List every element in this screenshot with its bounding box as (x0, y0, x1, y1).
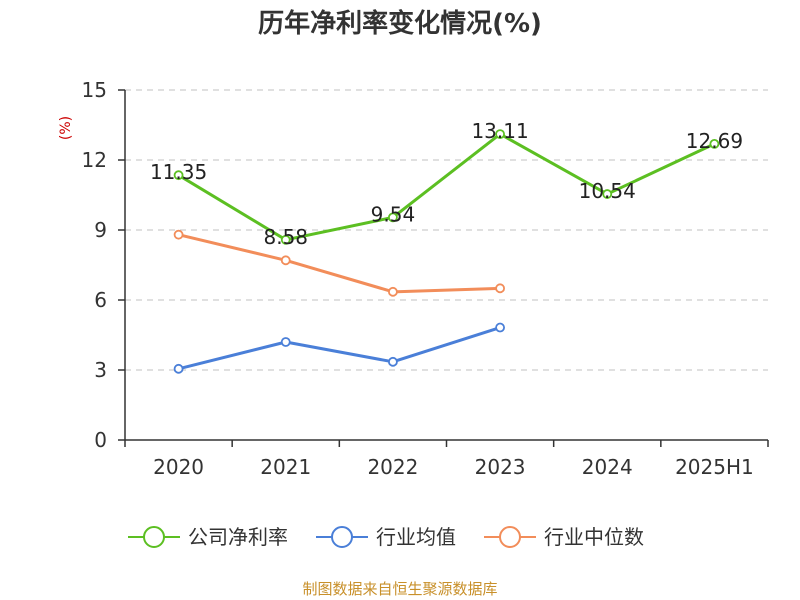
x-tick-label: 2025H1 (675, 455, 754, 479)
legend-item[interactable]: 行业中位数 (484, 525, 644, 549)
data-point (388, 356, 398, 367)
data-point (388, 286, 398, 297)
data-label: 13.11 (471, 119, 528, 143)
data-point (388, 212, 398, 223)
y-tick-label: 15 (82, 78, 107, 102)
data-point (495, 283, 505, 294)
y-tick-label: 6 (94, 288, 107, 312)
data-label: 11.35 (150, 160, 207, 184)
data-point (709, 138, 720, 149)
axes: 0 3 6 9 12 15 2020 2021 2022 2023 2024 2025H1 (82, 78, 769, 479)
legend-marker (499, 526, 521, 548)
y-tick-label: 3 (94, 358, 107, 382)
series-line (177, 132, 716, 242)
legend-item[interactable]: 公司净利率 (128, 525, 288, 549)
data-label: 10.54 (579, 179, 636, 203)
y-tick-label: 9 (94, 218, 107, 242)
series-line (178, 326, 501, 371)
series-lines (173, 129, 720, 374)
data-point (602, 189, 613, 199)
x-tick-label: 2020 (153, 455, 204, 479)
data-point (280, 255, 291, 266)
data-label: 9.54 (371, 202, 416, 226)
legend-label: 公司净利率 (188, 525, 288, 549)
series-line (178, 233, 501, 294)
chart-title: 历年净利率变化情况(%) (258, 8, 542, 39)
data-point (173, 363, 184, 374)
legend-item[interactable]: 行业均值 (316, 525, 456, 549)
data-point (280, 234, 291, 245)
legend-marker (331, 526, 353, 548)
data-labels: 11.35 8.58 9.54 13.11 10.54 12.69 (150, 119, 743, 249)
grid (125, 89, 768, 371)
data-point (280, 337, 291, 347)
data-point (495, 322, 505, 333)
data-point (173, 170, 184, 181)
data-point (173, 229, 184, 240)
legend-label: 行业均值 (376, 525, 456, 549)
data-label: 8.58 (263, 225, 308, 249)
legend[interactable]: 公司净利率 行业均值 行业中位数 (128, 525, 644, 549)
data-point (495, 129, 505, 140)
data-label: 12.69 (686, 129, 743, 153)
x-tick-label: 2021 (260, 455, 311, 479)
legend-marker (143, 526, 165, 548)
x-tick-label: 2023 (475, 455, 526, 479)
y-tick-label: 12 (82, 148, 107, 172)
y-axis-label: (%) (58, 116, 74, 140)
x-tick-label: 2024 (582, 455, 633, 479)
source-note: 制图数据来自恒生聚源数据库 (302, 580, 497, 598)
legend-label: 行业中位数 (544, 525, 644, 549)
x-tick-label: 2022 (367, 455, 418, 479)
y-tick-label: 0 (94, 428, 107, 452)
